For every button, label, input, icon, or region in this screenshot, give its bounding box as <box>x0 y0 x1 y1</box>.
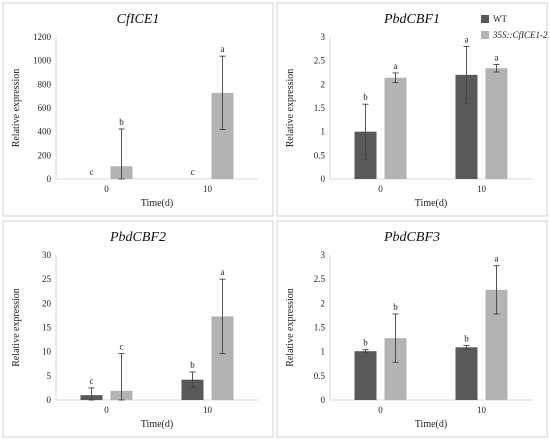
y-tick-label: 200 <box>38 150 52 160</box>
y-tick-label: 0 <box>321 174 326 184</box>
y-tick-label: 1.5 <box>314 103 326 113</box>
significance-letter: b <box>363 338 368 348</box>
x-tick-label: 0 <box>104 405 109 415</box>
significance-letter: c <box>90 376 94 386</box>
legend-label: WT <box>493 14 507 24</box>
y-tick-label: 0 <box>321 395 326 405</box>
bar-transgenic <box>485 68 508 179</box>
x-axis-label: Time(d) <box>415 198 447 209</box>
y-tick-label: 2 <box>321 79 326 89</box>
y-tick-label: 0.5 <box>314 150 326 160</box>
x-tick-label: 10 <box>477 405 487 415</box>
y-tick-label: 5 <box>47 371 52 381</box>
x-axis-label: Time(d) <box>141 198 173 209</box>
y-axis-label: Relative expression <box>11 69 22 148</box>
y-axis-label: Relative expression <box>285 69 296 148</box>
y-tick-label: 25 <box>42 274 52 284</box>
y-tick-label: 0.5 <box>314 371 326 381</box>
legend-swatch <box>481 31 489 39</box>
significance-letter: a <box>495 52 499 62</box>
x-tick-label: 10 <box>203 184 213 194</box>
bar-wt <box>181 379 204 400</box>
x-tick-label: 10 <box>477 184 487 194</box>
x-axis-label: Time(d) <box>141 419 173 430</box>
legend-swatch <box>481 15 489 23</box>
chart-panel-3: PbdCBF2 0 5 10 15 20 25 30 Relative expression 0 c… <box>2 220 274 438</box>
chart-title: PbdCBF3 <box>383 230 440 245</box>
x-tick-label: 0 <box>378 184 383 194</box>
x-tick-label: 0 <box>104 184 109 194</box>
bar-transgenic <box>384 77 407 179</box>
y-tick-label: 3 <box>321 32 326 42</box>
x-tick-label: 0 <box>378 405 383 415</box>
y-tick-label: 1000 <box>33 56 52 66</box>
significance-letter: c <box>120 342 124 352</box>
bar-transgenic <box>384 338 407 400</box>
bar-wt <box>455 74 478 179</box>
significance-letter: b <box>190 360 195 370</box>
y-tick-label: 1 <box>321 347 326 357</box>
significance-letter: b <box>393 302 398 312</box>
chart-title: PbdCBF2 <box>109 230 166 245</box>
y-tick-label: 800 <box>38 79 52 89</box>
significance-letter: b <box>464 333 469 343</box>
y-tick-label: 30 <box>42 250 52 260</box>
bar-transgenic <box>485 289 508 400</box>
chart-panel-2: PbdCBF1 0 0.5 1 1.5 2 2.5 3 Relative expression 0… <box>276 2 548 217</box>
significance-letter: c <box>90 167 94 177</box>
bar-wt <box>354 351 377 400</box>
bar-wt <box>455 347 478 400</box>
y-tick-label: 1 <box>321 127 326 137</box>
y-tick-label: 2 <box>321 298 326 308</box>
significance-letter: a <box>221 44 225 54</box>
y-tick-label: 0 <box>47 174 52 184</box>
bar-transgenic <box>211 316 234 400</box>
significance-letter: a <box>465 34 469 44</box>
significance-letter: b <box>363 92 368 102</box>
chart-panel-1: CfICE1 0 200 400 600 800 1000 1200 Relative expr… <box>2 2 274 217</box>
chart-title: PbdCBF1 <box>383 12 440 27</box>
significance-letter: a <box>394 61 398 71</box>
x-tick-label: 10 <box>203 405 213 415</box>
y-tick-label: 15 <box>42 323 52 333</box>
y-tick-label: 3 <box>321 250 326 260</box>
significance-letter: b <box>119 117 124 127</box>
y-tick-label: 20 <box>42 298 52 308</box>
significance-letter: a <box>221 267 225 277</box>
y-tick-label: 2.5 <box>314 56 326 66</box>
y-tick-label: 1200 <box>33 32 52 42</box>
chart-panel-4: PbdCBF3 0 0.5 1 1.5 2 2.5 3 Relative expression 0… <box>276 220 548 438</box>
y-tick-label: 0 <box>47 395 52 405</box>
y-axis-label: Relative expression <box>285 288 296 367</box>
significance-letter: c <box>191 167 195 177</box>
y-tick-label: 10 <box>42 347 52 357</box>
bar-transgenic <box>211 92 234 179</box>
y-tick-label: 2.5 <box>314 274 326 284</box>
y-axis-label: Relative expression <box>11 288 22 367</box>
y-tick-label: 1.5 <box>314 323 326 333</box>
chart-title: CfICE1 <box>117 12 160 27</box>
significance-letter: a <box>495 254 499 264</box>
legend-label: 35S::CfICE1-2 <box>492 30 548 40</box>
y-tick-label: 600 <box>38 103 52 113</box>
x-axis-label: Time(d) <box>415 419 447 430</box>
y-tick-label: 400 <box>38 127 52 137</box>
